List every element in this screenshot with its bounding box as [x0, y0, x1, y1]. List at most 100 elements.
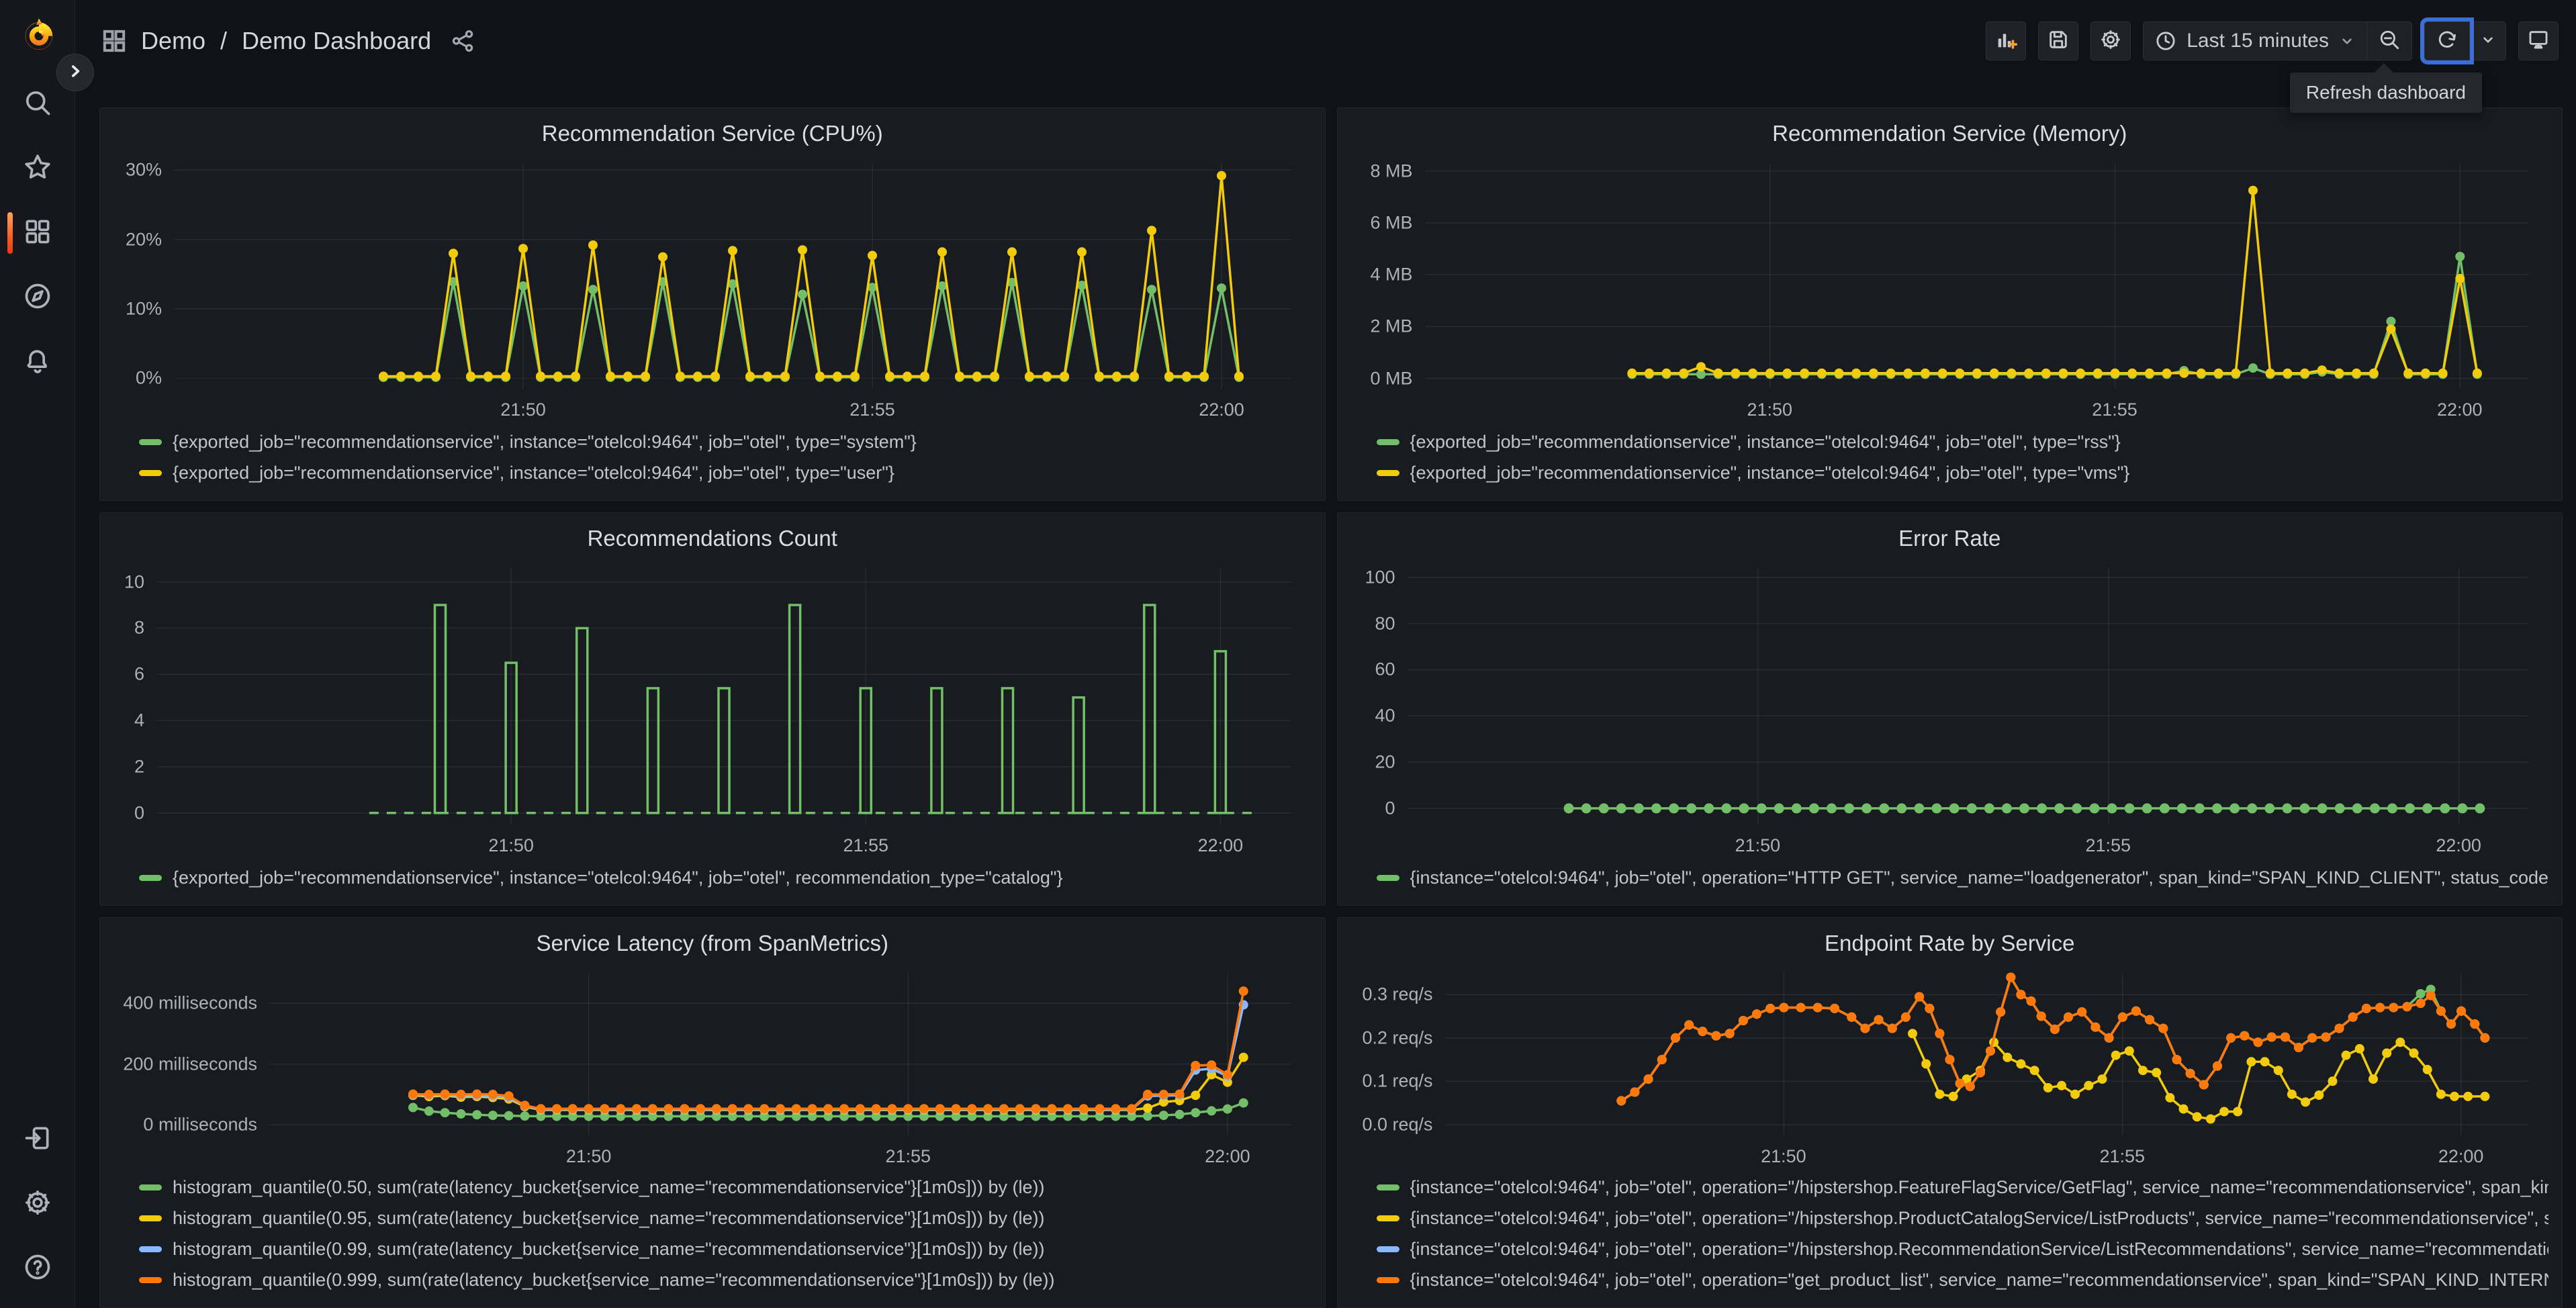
star-icon [23, 152, 52, 185]
y-axis-tick-label: 0.3 req/s [1362, 984, 1433, 1005]
legend-swatch-icon [139, 1184, 162, 1190]
legend-item[interactable]: {exported_job="recommendationservice", i… [1376, 426, 2549, 457]
x-axis-tick-label: 22:00 [1199, 400, 1244, 420]
legend-label: histogram_quantile(0.99, sum(rate(latenc… [173, 1238, 1045, 1259]
legend-label: histogram_quantile(0.999, sum(rate(laten… [173, 1269, 1055, 1290]
panel-recommendation-memory[interactable]: Recommendation Service (Memory) 0 MB 2 MB… [1336, 107, 2563, 501]
legend-item[interactable]: histogram_quantile(0.999, sum(rate(laten… [139, 1264, 1312, 1295]
sidebar-item-configuration[interactable] [22, 1188, 53, 1219]
dashboard-panel-grid: Recommendation Service (CPU%) 0% 10% 20% 30… [99, 107, 2563, 1308]
share-dashboard-icon[interactable] [450, 28, 475, 54]
legend-label: {instance="otelcol:9464", job="otel", op… [1410, 1207, 2549, 1228]
sidebar-top-items [0, 89, 75, 377]
save-dashboard-button[interactable] [2038, 21, 2079, 60]
y-axis-tick-label: 0% [135, 367, 162, 388]
top-navigation-bar: Demo / Demo Dashboard Last 15 minutes [75, 0, 2576, 82]
legend-item[interactable]: histogram_quantile(0.50, sum(rate(latenc… [139, 1172, 1312, 1203]
time-series-chart[interactable]: 0.0 req/s 0.1 req/s 0.2 req/s 0.3 req/s 21:5… [1362, 972, 2529, 1166]
legend-item[interactable]: {instance="otelcol:9464", job="otel", op… [1376, 862, 2549, 893]
y-axis-tick-label: 20% [125, 229, 162, 250]
legend-item[interactable]: {instance="otelcol:9464", job="otel", op… [1376, 1233, 2548, 1264]
breadcrumb-dashboard-name[interactable]: Demo Dashboard [242, 27, 432, 54]
x-axis-tick-label: 21:55 [2092, 400, 2137, 420]
y-axis-tick-label: 10% [125, 298, 162, 319]
bell-icon [23, 346, 52, 379]
legend-item[interactable]: histogram_quantile(0.99, sum(rate(latenc… [139, 1233, 1312, 1264]
panel-recommendation-cpu[interactable]: Recommendation Service (CPU%) 0% 10% 20% 30… [99, 107, 1326, 501]
panel-title[interactable]: Recommendation Service (CPU%) [541, 121, 883, 146]
legend-swatch-icon [139, 1246, 162, 1252]
sidebar-item-dashboards[interactable] [7, 212, 53, 254]
legend-item[interactable]: {instance="otelcol:9464", job="otel", op… [1376, 1172, 2549, 1203]
y-axis-tick-label: 8 [134, 617, 144, 638]
legend-label: histogram_quantile(0.50, sum(rate(latenc… [173, 1176, 1045, 1197]
sidebar-item-explore[interactable] [22, 282, 53, 313]
sidebar-expand-button[interactable] [56, 54, 94, 91]
compass-icon [23, 281, 52, 314]
chevron-right-icon [65, 61, 85, 85]
refresh-icon [2436, 28, 2458, 54]
time-range-picker[interactable]: Last 15 minutes [2143, 21, 2367, 60]
sidebar-item-alerting[interactable] [22, 346, 53, 377]
breadcrumb-separator: / [220, 27, 228, 54]
legend-item[interactable]: {instance="otelcol:9464", job="otel", op… [1376, 1264, 2548, 1295]
legend-swatch-icon [1376, 438, 1399, 445]
legend-item[interactable]: {exported_job="recommendationservice", i… [139, 426, 1312, 457]
sidebar-item-search[interactable] [22, 89, 53, 120]
panel-title[interactable]: Service Latency (from SpanMetrics) [536, 931, 888, 955]
time-series-chart[interactable]: 0% 10% 20% 30% 21:50 21:55 22:00 [126, 160, 1291, 420]
add-panel-button[interactable] [1986, 21, 2027, 60]
grafana-logo-icon[interactable] [21, 17, 56, 55]
y-axis-tick-label: 100 [1365, 567, 1395, 588]
y-axis-tick-label: 6 [134, 663, 144, 684]
y-axis-tick-label: 8 MB [1370, 160, 1413, 181]
y-axis-tick-label: 6 MB [1370, 212, 1413, 233]
y-axis-tick-label: 4 [134, 710, 144, 731]
cycle-view-mode-button[interactable] [2518, 21, 2559, 60]
panel-title[interactable]: Recommendations Count [587, 526, 837, 551]
legend-label: {instance="otelcol:9464", job="otel", op… [1410, 1176, 2549, 1197]
y-axis-tick-label: 0.2 req/s [1362, 1027, 1433, 1048]
panel-legend: {exported_job="recommendationservice", i… [109, 426, 1316, 494]
panel-error-rate[interactable]: Error Rate 0 20 40 60 80 100 21:50 21:55 22:00 {… [1336, 512, 2563, 906]
panel-service-latency[interactable]: Service Latency (from SpanMetrics) 0 mil… [99, 917, 1326, 1308]
x-axis-tick-label: 22:00 [1205, 1146, 1250, 1166]
refresh-controls [2424, 21, 2506, 60]
legend-item[interactable]: {exported_job="recommendationservice", i… [1376, 457, 2549, 488]
refresh-tooltip: Refresh dashboard [2289, 63, 2482, 113]
y-axis-tick-label: 4 MB [1370, 264, 1413, 285]
panel-title[interactable]: Error Rate [1898, 526, 2001, 551]
dashboard-settings-button[interactable] [2090, 21, 2131, 60]
help-icon [23, 1252, 52, 1285]
legend-item[interactable]: histogram_quantile(0.95, sum(rate(latenc… [139, 1203, 1312, 1233]
legend-item[interactable]: {exported_job="recommendationservice", i… [139, 457, 1312, 488]
y-axis-tick-label: 2 MB [1370, 316, 1413, 336]
legend-item[interactable]: {exported_job="recommendationservice", i… [139, 862, 1312, 893]
time-series-chart[interactable]: 0 20 40 60 80 100 21:50 21:55 22:00 [1365, 567, 2529, 855]
panel-legend: {exported_job="recommendationservice", i… [1347, 426, 2553, 494]
legend-label: histogram_quantile(0.95, sum(rate(latenc… [173, 1207, 1045, 1228]
sidebar-item-starred[interactable] [22, 153, 53, 184]
panel-endpoint-rate[interactable]: Endpoint Rate by Service 0.0 req/s 0.1 re… [1336, 917, 2563, 1308]
sidebar [0, 0, 75, 1308]
y-axis-tick-label: 2 [134, 756, 144, 777]
panel-recommendations-count[interactable]: Recommendations Count 0 2 4 6 8 10 21:50 21:55 2… [99, 512, 1326, 906]
legend-item[interactable]: {instance="otelcol:9464", job="otel", op… [1376, 1203, 2549, 1233]
time-series-chart[interactable]: 0 MB 2 MB 4 MB 6 MB 8 MB 21:50 21:55 22:00 [1370, 160, 2529, 420]
refresh-interval-dropdown[interactable] [2470, 21, 2506, 60]
bar-chart[interactable]: 0 2 4 6 8 10 21:50 21:55 22:00 [124, 568, 1291, 855]
x-axis-tick-label: 21:50 [1735, 835, 1781, 855]
sidebar-item-help[interactable] [22, 1253, 53, 1284]
refresh-dashboard-button[interactable] [2424, 21, 2470, 60]
zoom-out-time-button[interactable] [2367, 21, 2412, 60]
panel-title[interactable]: Recommendation Service (Memory) [1772, 121, 2127, 146]
x-axis-tick-label: 21:55 [843, 835, 889, 855]
y-axis-tick-label: 200 milliseconds [123, 1054, 257, 1074]
breadcrumb-section[interactable]: Demo [141, 27, 206, 54]
time-series-chart[interactable]: 0 milliseconds 200 milliseconds 400 millis… [123, 973, 1291, 1166]
legend-label: {instance="otelcol:9464", job="otel", op… [1410, 867, 2549, 888]
dashboard-toolbar: Last 15 minutes [1986, 21, 2559, 60]
panel-title[interactable]: Endpoint Rate by Service [1825, 931, 2075, 955]
legend-swatch-icon [139, 1276, 162, 1283]
sidebar-item-sign-in[interactable] [22, 1124, 53, 1155]
